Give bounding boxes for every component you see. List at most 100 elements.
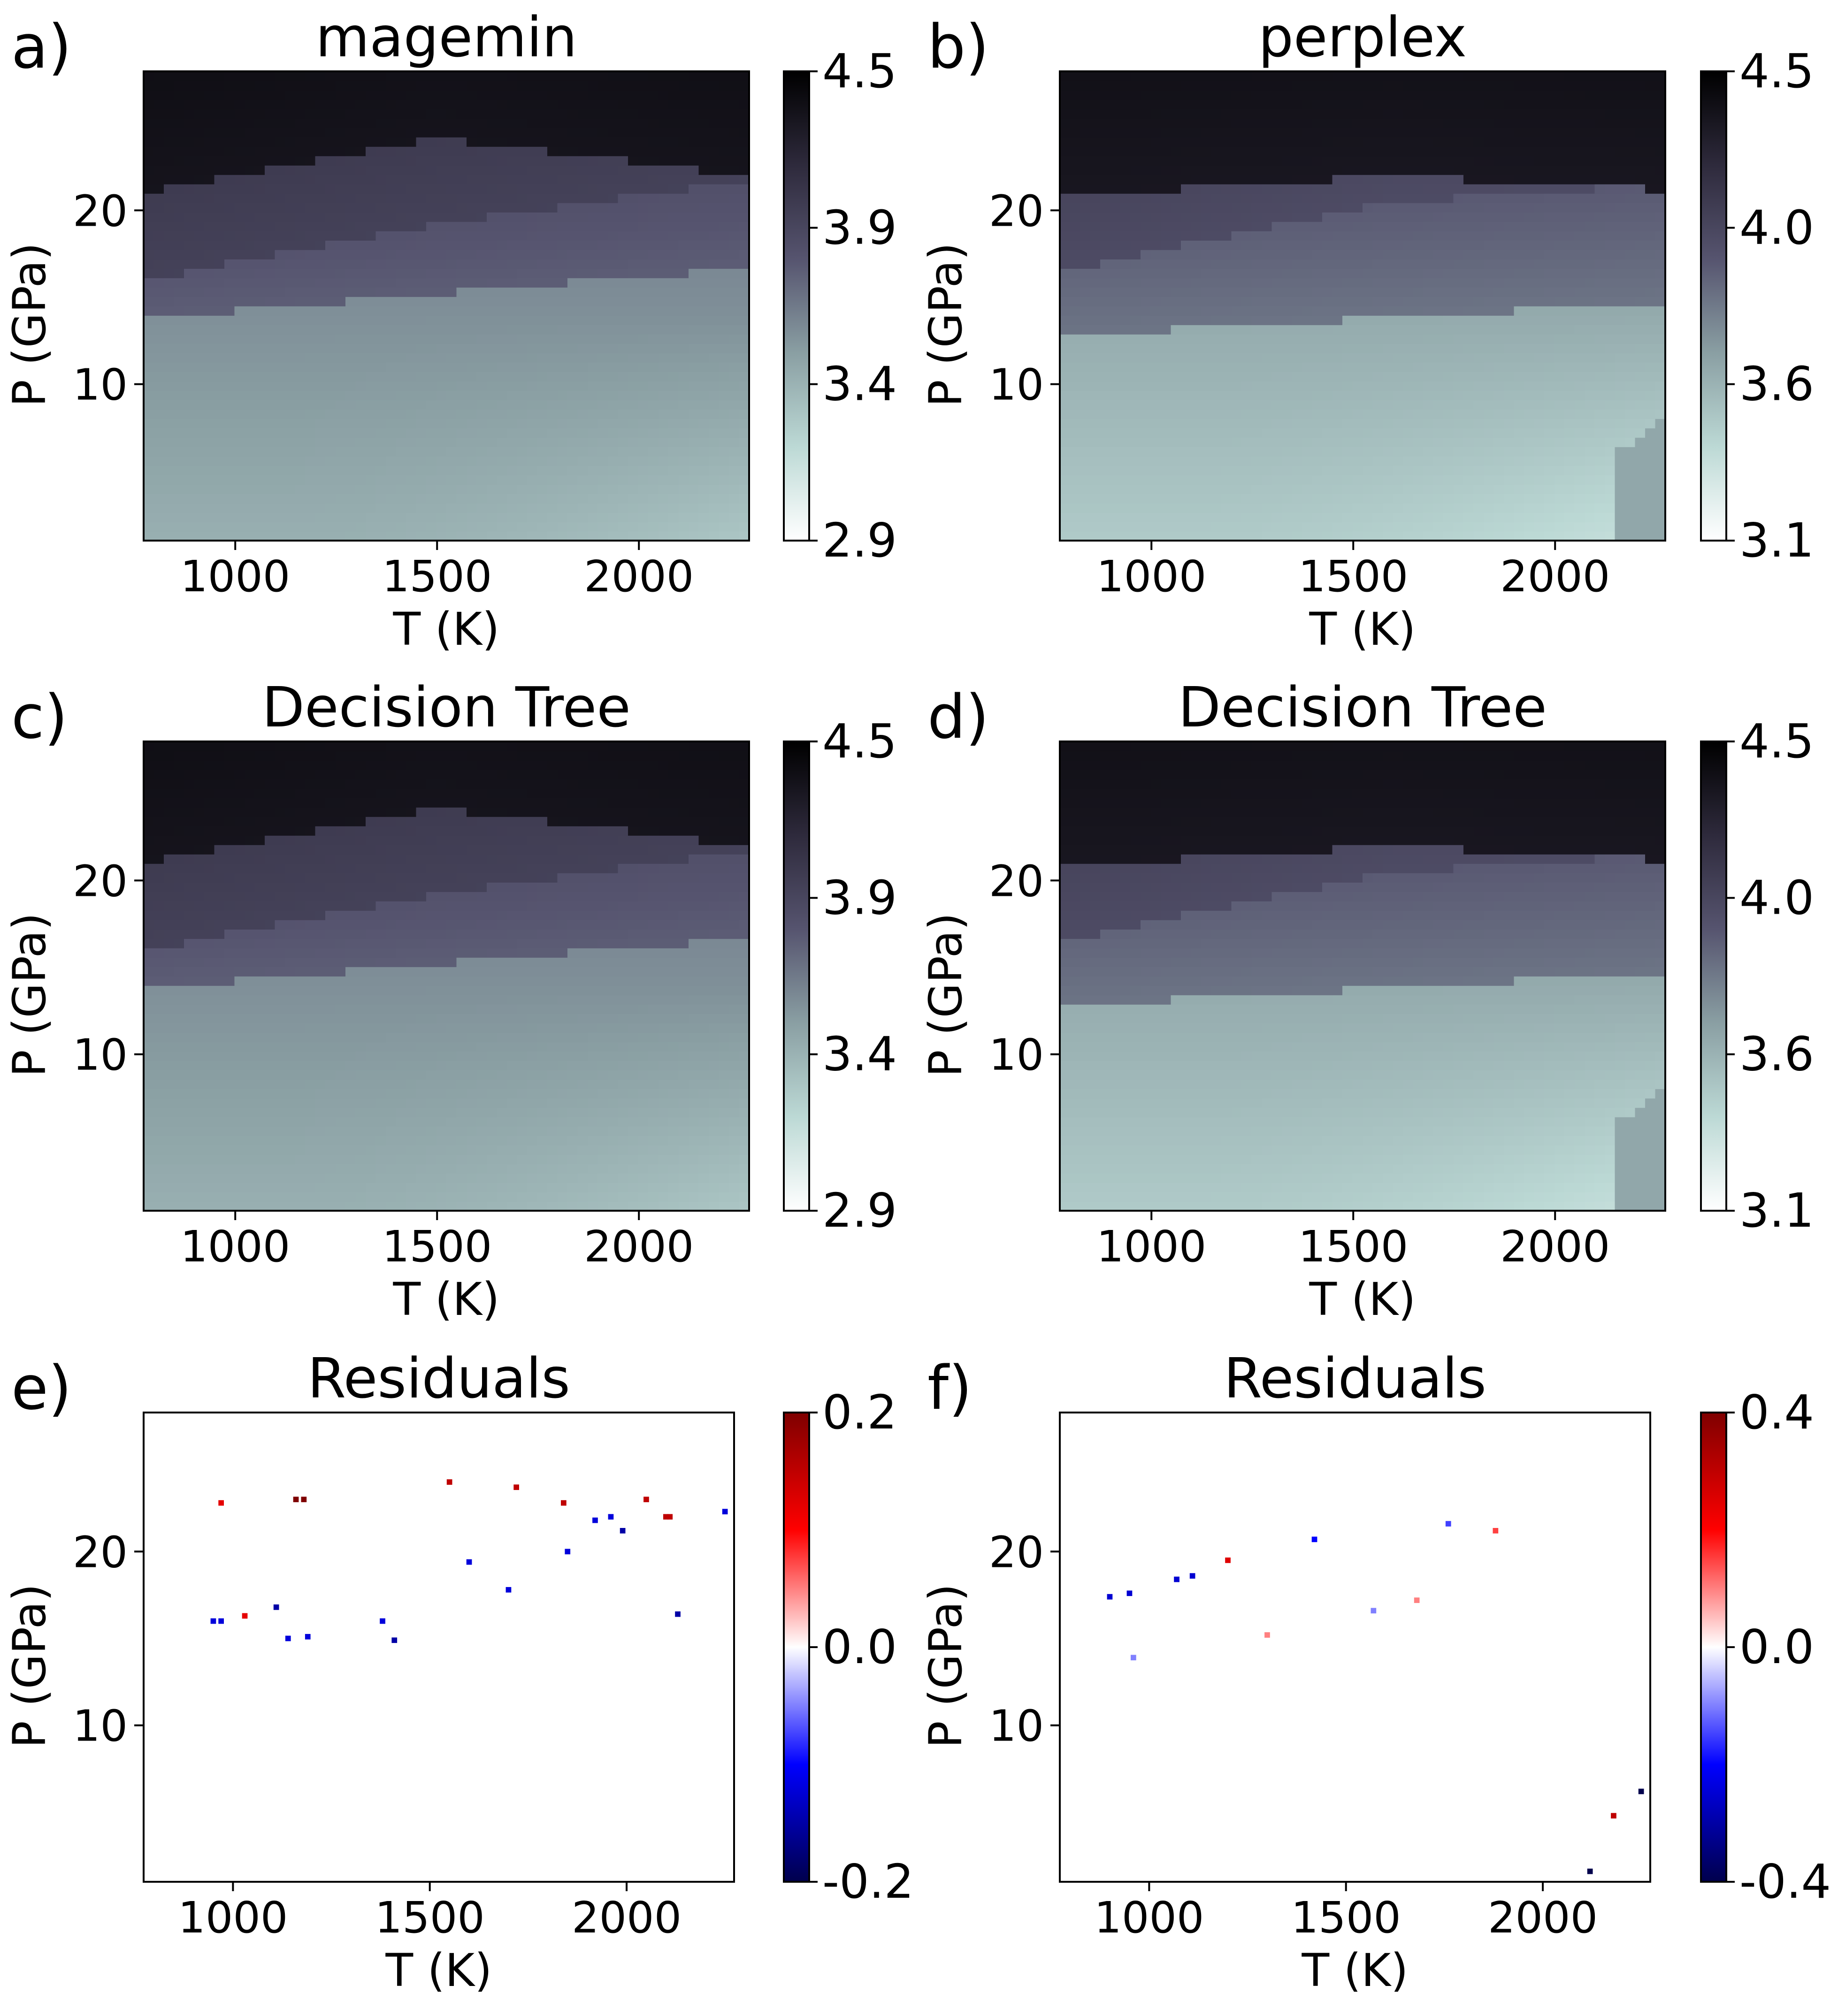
heatmap-cell — [1363, 494, 1373, 504]
heatmap-cell — [577, 156, 588, 166]
heatmap-cell — [295, 315, 306, 325]
heatmap-cell — [1110, 287, 1121, 297]
heatmap-cell — [305, 81, 316, 91]
heatmap-cell — [1070, 466, 1080, 475]
heatmap-cell — [1060, 81, 1071, 91]
heatmap-cell — [638, 193, 649, 203]
heatmap-cell — [1100, 531, 1111, 541]
heatmap-cell — [618, 484, 628, 494]
heatmap-cell — [709, 372, 720, 382]
heatmap-cell — [1372, 503, 1383, 513]
heatmap-cell — [1312, 372, 1323, 382]
heatmap-cell — [668, 306, 679, 316]
heatmap-cell — [597, 128, 608, 137]
heatmap-cell — [1150, 81, 1161, 91]
heatmap-cell — [164, 268, 175, 278]
heatmap-cell — [1080, 437, 1091, 447]
heatmap-cell — [315, 268, 326, 278]
heatmap-cell — [1211, 334, 1222, 344]
heatmap-cell — [1161, 484, 1172, 494]
heatmap-cell — [265, 484, 276, 494]
heatmap-cell — [1292, 325, 1302, 335]
heatmap-cell — [1423, 447, 1434, 457]
heatmap-cell — [144, 137, 154, 147]
heatmap-cell — [386, 475, 397, 485]
heatmap-cell — [275, 250, 285, 260]
heatmap-cell — [345, 325, 356, 335]
heatmap-cell — [1171, 344, 1181, 353]
heatmap-cell — [245, 494, 255, 504]
heatmap-cell — [1393, 146, 1403, 156]
heatmap-cell — [406, 334, 417, 344]
heatmap-cell — [1342, 409, 1353, 419]
heatmap-cell — [497, 184, 507, 194]
heatmap-cell — [1262, 221, 1272, 231]
heatmap-cell — [698, 334, 709, 344]
heatmap-cell — [325, 156, 336, 166]
heatmap-cell — [1191, 475, 1202, 485]
heatmap-cell — [1110, 203, 1121, 213]
heatmap-cell — [1393, 137, 1403, 147]
heatmap-cell — [1312, 381, 1323, 391]
heatmap-cell — [456, 297, 467, 306]
heatmap-cell — [375, 146, 386, 156]
heatmap-cell — [375, 512, 386, 522]
heatmap-cell — [597, 287, 608, 297]
heatmap-cell — [285, 372, 296, 382]
heatmap-cell — [1342, 193, 1353, 203]
heatmap-cell — [729, 353, 740, 363]
heatmap-cell — [537, 184, 548, 194]
heatmap-cell — [1241, 475, 1252, 485]
heatmap-cell — [335, 212, 346, 222]
heatmap-cell — [618, 400, 628, 410]
heatmap-cell — [1241, 503, 1252, 513]
heatmap-cell — [234, 156, 245, 166]
heatmap-cell — [618, 325, 628, 335]
heatmap-cell — [295, 447, 306, 457]
heatmap-cell — [254, 81, 265, 91]
heatmap-cell — [547, 334, 558, 344]
heatmap-cell — [698, 268, 709, 278]
heatmap-cell — [386, 184, 397, 194]
heatmap-cell — [1352, 137, 1363, 147]
heatmap-cell — [668, 475, 679, 485]
heatmap-cell — [1080, 137, 1091, 147]
heatmap-cell — [497, 484, 507, 494]
heatmap-cell — [214, 146, 225, 156]
heatmap-cell — [416, 400, 427, 410]
heatmap-cell — [214, 522, 225, 532]
heatmap-cell — [537, 325, 548, 335]
heatmap-cell — [295, 231, 306, 241]
heatmap-cell — [618, 81, 628, 91]
heatmap-cell — [1372, 128, 1383, 137]
heatmap-cell — [1352, 212, 1363, 222]
heatmap-cell — [1363, 203, 1373, 213]
heatmap-cell — [1312, 287, 1323, 297]
heatmap-cell — [1161, 221, 1172, 231]
heatmap-cell — [689, 90, 699, 100]
heatmap-cell — [184, 99, 195, 109]
heatmap-cell — [638, 494, 649, 504]
heatmap-cell — [597, 522, 608, 532]
heatmap-cell — [153, 400, 164, 410]
heatmap-cell — [174, 137, 184, 147]
heatmap-cell — [1161, 259, 1172, 269]
heatmap-cell — [618, 250, 628, 260]
heatmap-cell — [1100, 428, 1111, 438]
heatmap-cell — [456, 428, 467, 438]
heatmap-cell — [1342, 268, 1353, 278]
heatmap-cell — [638, 250, 649, 260]
heatmap-cell — [345, 184, 356, 194]
heatmap-cell — [1181, 419, 1192, 428]
heatmap-cell — [366, 71, 376, 81]
heatmap-cell — [658, 531, 669, 541]
heatmap-cell — [668, 456, 679, 466]
heatmap-cell — [1141, 475, 1151, 485]
heatmap-cell — [1181, 221, 1192, 231]
heatmap-cell — [537, 409, 548, 419]
heatmap-cell — [1211, 268, 1222, 278]
heatmap-cell — [658, 99, 669, 109]
heatmap-cell — [597, 362, 608, 372]
heatmap-cell — [729, 146, 740, 156]
heatmap-cell — [547, 109, 558, 119]
